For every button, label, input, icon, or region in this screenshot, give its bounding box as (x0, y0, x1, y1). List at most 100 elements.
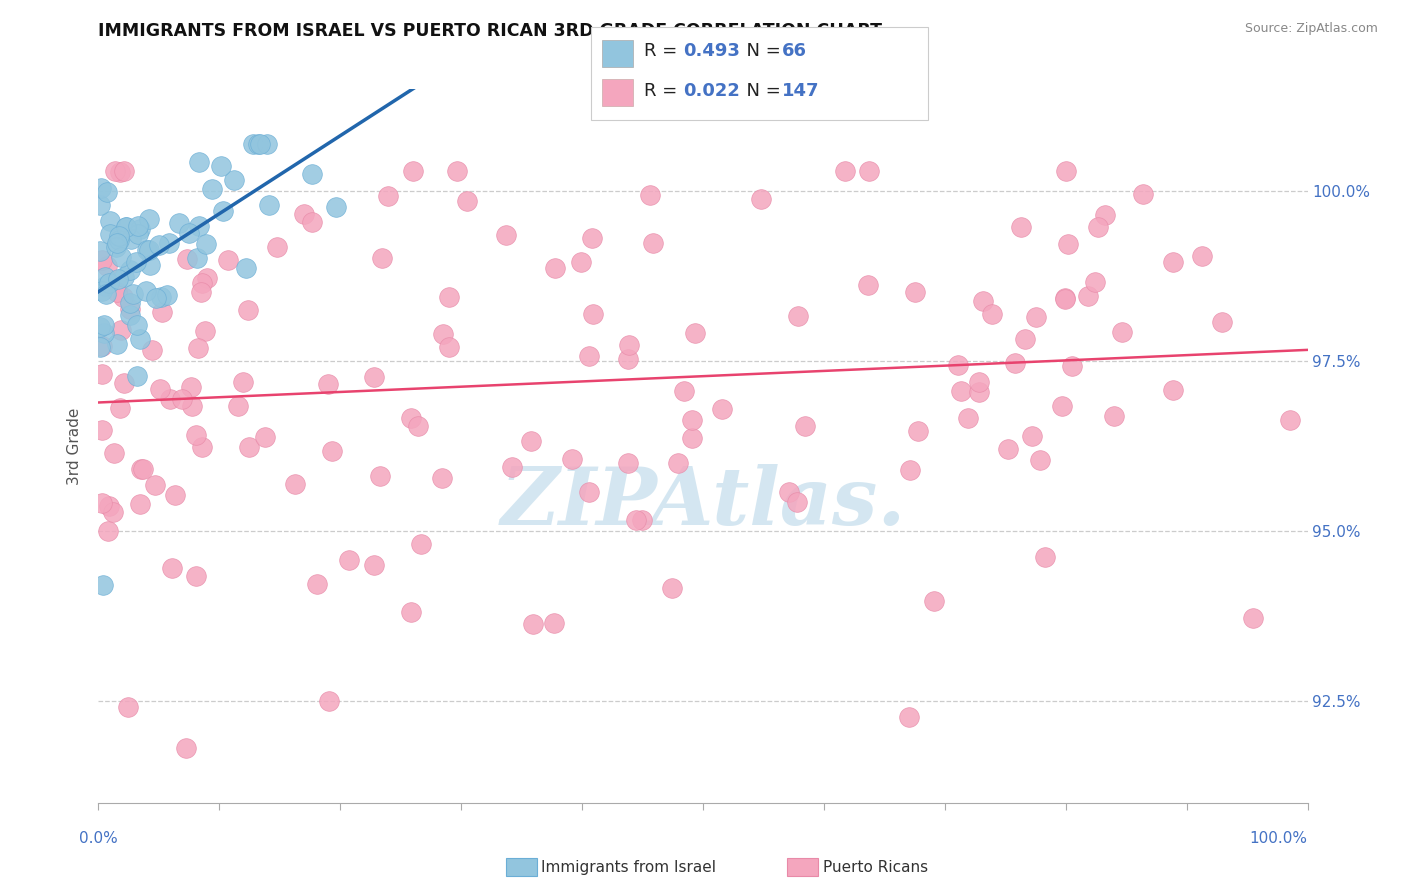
Point (89, 319, 111, 334)
Point (129, 462, 152, 476)
Point (569, 254, 592, 268)
Point (104, 240, 127, 254)
Point (495, 227, 517, 242)
Point (94, 269, 117, 284)
Text: Immigrants from Israel: Immigrants from Israel (541, 860, 716, 874)
Text: 0.022: 0.022 (683, 82, 740, 100)
Point (120, 301, 142, 316)
Point (922, 594, 945, 608)
Point (104, 163, 127, 178)
Point (98, 227, 121, 241)
Point (145, 478, 167, 492)
Point (363, 370, 385, 384)
Point (138, 244, 160, 258)
Point (101, 505, 124, 519)
Point (1111, 325, 1133, 339)
Point (1050, 400, 1073, 414)
Point (683, 326, 706, 341)
Point (180, 380, 202, 394)
Point (266, 240, 288, 254)
Point (110, 323, 132, 337)
Point (112, 376, 135, 390)
Text: 0.0%: 0.0% (79, 831, 118, 846)
Point (787, 309, 810, 323)
Point (139, 258, 162, 272)
Point (363, 558, 385, 573)
Point (456, 194, 478, 208)
Point (897, 710, 920, 724)
Point (437, 340, 460, 354)
Point (616, 456, 638, 470)
Point (519, 434, 541, 448)
Point (430, 471, 453, 485)
Point (170, 392, 193, 406)
Point (235, 260, 257, 275)
Point (561, 452, 583, 467)
Point (217, 253, 239, 268)
Point (91, 253, 114, 268)
Point (543, 615, 565, 630)
Point (107, 272, 129, 286)
Point (232, 375, 254, 389)
Point (127, 219, 149, 233)
Point (125, 318, 148, 333)
Text: R =: R = (644, 42, 683, 60)
Point (91, 367, 114, 381)
Point (1132, 187, 1154, 202)
Point (292, 207, 315, 221)
Point (98, 214, 121, 228)
Point (582, 307, 605, 321)
Text: 147: 147 (782, 82, 820, 100)
Point (236, 303, 259, 318)
Point (980, 307, 1002, 321)
Point (907, 425, 929, 439)
Point (93, 278, 115, 293)
Point (167, 216, 190, 230)
Point (195, 271, 218, 285)
Point (967, 384, 990, 399)
Point (1033, 550, 1056, 565)
Text: N =: N = (735, 42, 787, 60)
Point (149, 382, 172, 396)
Point (1084, 275, 1107, 289)
Point (321, 444, 343, 458)
Point (666, 456, 689, 470)
Point (91, 578, 114, 592)
Point (159, 392, 181, 406)
Text: 0.493: 0.493 (683, 42, 740, 60)
Point (186, 251, 208, 265)
Point (370, 469, 392, 483)
Point (114, 219, 136, 234)
Point (149, 290, 172, 304)
Text: IMMIGRANTS FROM ISRAEL VS PUERTO RICAN 3RD GRADE CORRELATION CHART: IMMIGRANTS FROM ISRAEL VS PUERTO RICAN 3… (98, 22, 883, 40)
Point (136, 243, 159, 257)
Point (180, 399, 202, 413)
Point (834, 163, 856, 178)
Point (858, 163, 880, 178)
Point (1062, 359, 1084, 373)
Point (409, 536, 432, 550)
Text: 100.0%: 100.0% (1250, 831, 1308, 846)
Point (949, 384, 972, 398)
Point (749, 192, 772, 206)
Point (118, 296, 141, 310)
Point (127, 369, 149, 384)
Point (1077, 289, 1099, 303)
Point (399, 410, 422, 425)
Point (96, 260, 118, 274)
Point (129, 332, 152, 346)
Point (1004, 356, 1026, 370)
Point (209, 159, 232, 173)
Point (125, 255, 148, 269)
Point (190, 285, 212, 299)
Point (1087, 220, 1109, 235)
Point (138, 211, 160, 226)
Point (120, 232, 142, 246)
Point (157, 235, 180, 250)
Point (1053, 292, 1076, 306)
Point (1054, 291, 1077, 305)
Point (129, 222, 152, 236)
Point (1104, 409, 1126, 423)
Point (188, 154, 211, 169)
Point (673, 384, 696, 398)
